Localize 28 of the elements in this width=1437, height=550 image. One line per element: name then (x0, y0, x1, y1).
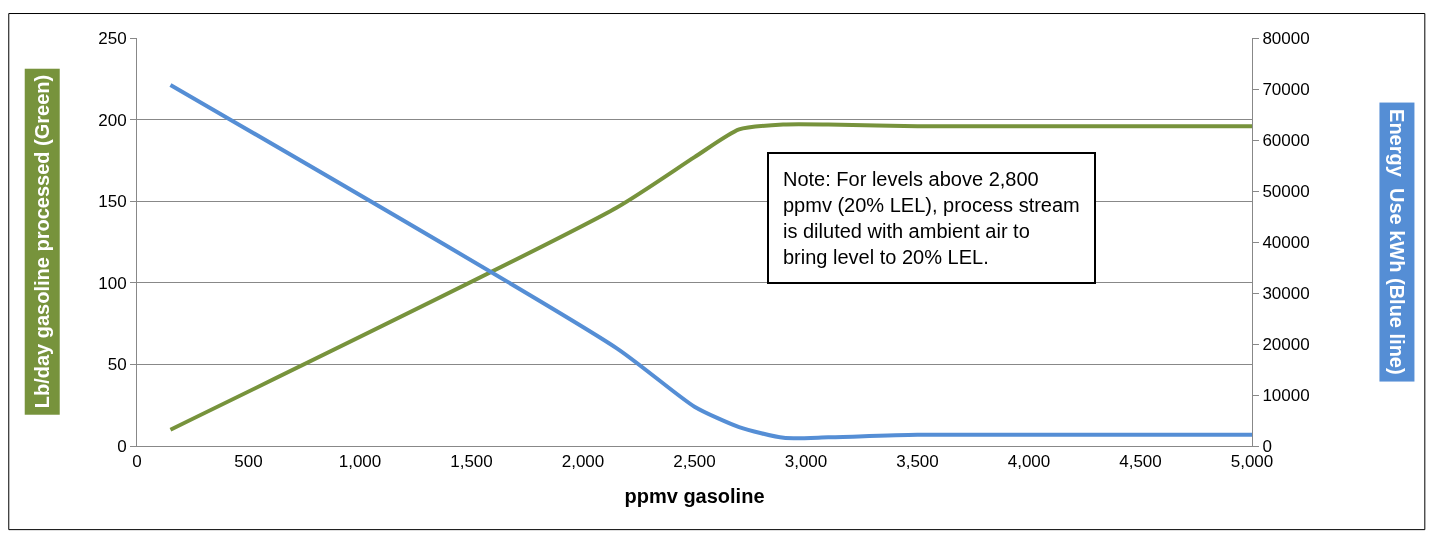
y-tick-label: 100 (98, 273, 127, 293)
y-tick-label: 0 (117, 436, 127, 456)
y-axis-title: Lb/day gasoline processed (Green) (31, 74, 54, 409)
x-tick-label: 4,500 (1119, 452, 1162, 472)
y-tick-label: 250 (98, 28, 127, 48)
y-tick-label: 50 (107, 355, 127, 375)
y2-tick-label: 10000 (1262, 385, 1310, 405)
x-tick-label: 2,000 (561, 452, 605, 472)
x-tick-label: 4,000 (1007, 452, 1051, 472)
y2-tick-label: 20000 (1262, 334, 1310, 354)
y2-tick-label: 50000 (1262, 181, 1310, 201)
x-tick-label: 3,000 (784, 452, 828, 472)
x-tick-label: 2,500 (673, 452, 716, 472)
y2-axis-title: Energy Use kWh (Blue line) (1385, 109, 1408, 375)
y2-tick-label: 70000 (1262, 79, 1310, 99)
y2-tick-label: 40000 (1262, 232, 1310, 252)
x-tick-label: 1,500 (450, 452, 493, 472)
x-tick-label: 500 (234, 452, 263, 472)
y-tick-label: 150 (98, 192, 127, 212)
y2-tick-label: 60000 (1262, 130, 1310, 150)
y-tick-label: 200 (98, 110, 127, 130)
x-axis-title: ppmv gasoline (624, 484, 765, 507)
annotation: Note: For levels above 2,800 ppmv (20% LEL), process stream is diluted with ambient air to bring level to 20% LEL. (783, 168, 1080, 268)
y2-tick-label: 30000 (1262, 283, 1310, 303)
y2-tick-label: 80000 (1262, 28, 1310, 48)
x-tick-label: 0 (132, 452, 142, 472)
x-tick-label: 3,500 (896, 452, 939, 472)
x-tick-label: 1,000 (338, 452, 382, 472)
